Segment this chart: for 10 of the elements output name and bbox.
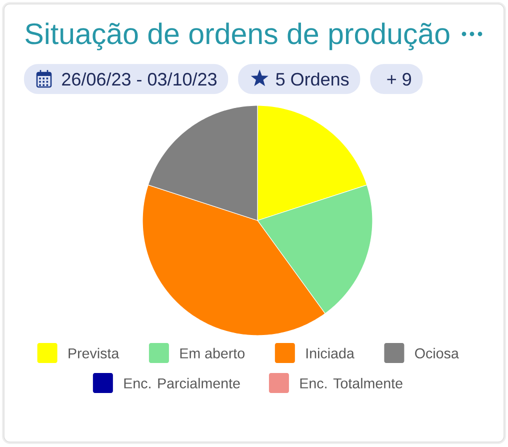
- legend-label: Prevista: [68, 348, 120, 358]
- legend-label: Em aberto: [180, 348, 244, 358]
- legend-label: Enc. Parcialmente: [124, 378, 240, 388]
- text: + 9: [387, 72, 412, 86]
- legend-label: Enc. Totalmente: [300, 378, 402, 388]
- chart-title: Situação de ordens de produção: [26, 22, 450, 50]
- text: 26/06/23 - 03/10/23: [62, 72, 217, 86]
- legend-label: Ociosa: [415, 348, 459, 358]
- legend-label: Iniciada: [306, 348, 354, 358]
- text: 5 Ordens: [276, 72, 349, 86]
